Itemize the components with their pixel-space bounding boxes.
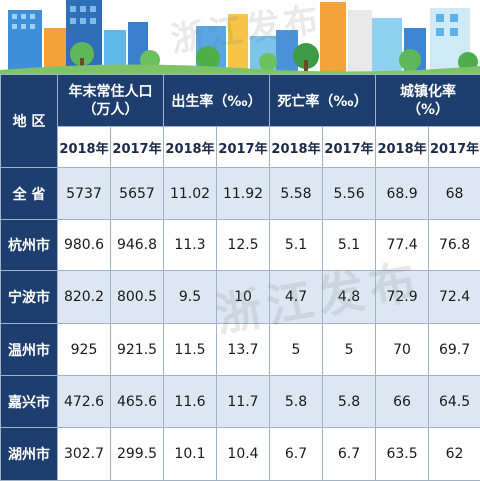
value-cell: 11.5 bbox=[164, 324, 217, 376]
year-header: 2018年 bbox=[376, 127, 429, 168]
value-cell: 69.7 bbox=[429, 324, 480, 376]
region-cell: 宁波市 bbox=[1, 271, 58, 324]
value-cell: 5 bbox=[323, 324, 376, 376]
region-cell: 湖州市 bbox=[1, 428, 58, 481]
value-cell: 12.5 bbox=[217, 220, 270, 271]
value-cell: 62 bbox=[429, 428, 480, 481]
value-cell: 10.1 bbox=[164, 428, 217, 481]
value-cell: 302.7 bbox=[58, 428, 111, 481]
value-cell: 5.8 bbox=[270, 376, 323, 428]
region-header: 地 区 bbox=[1, 75, 58, 168]
urbanization-header: 城镇化率 （%） bbox=[376, 75, 480, 127]
population-header: 年末常住人口 （万人） bbox=[58, 75, 164, 127]
value-cell: 64.5 bbox=[429, 376, 480, 428]
value-cell: 11.3 bbox=[164, 220, 217, 271]
value-cell: 5.56 bbox=[323, 168, 376, 220]
value-cell: 5.1 bbox=[323, 220, 376, 271]
value-cell: 70 bbox=[376, 324, 429, 376]
value-cell: 465.6 bbox=[111, 376, 164, 428]
value-cell: 980.6 bbox=[58, 220, 111, 271]
population-header-text: 年末常住人口 （万人） bbox=[58, 83, 163, 119]
value-cell: 5.58 bbox=[270, 168, 323, 220]
year-header: 2018年 bbox=[270, 127, 323, 168]
value-cell: 72.9 bbox=[376, 271, 429, 324]
value-cell: 6.7 bbox=[323, 428, 376, 481]
year-header: 2017年 bbox=[217, 127, 270, 168]
value-cell: 9.5 bbox=[164, 271, 217, 324]
value-cell: 5.1 bbox=[270, 220, 323, 271]
value-cell: 4.7 bbox=[270, 271, 323, 324]
header-row-years: 2018年 2017年 2018年 2017年 2018年 2017年 2018… bbox=[1, 127, 480, 168]
value-cell: 11.6 bbox=[164, 376, 217, 428]
value-cell: 63.5 bbox=[376, 428, 429, 481]
year-header: 2017年 bbox=[323, 127, 376, 168]
value-cell: 10.4 bbox=[217, 428, 270, 481]
value-cell: 4.8 bbox=[323, 271, 376, 324]
birth-rate-header: 出生率（‰） bbox=[164, 75, 270, 127]
value-cell: 5657 bbox=[111, 168, 164, 220]
population-statistics-table: 地 区 年末常住人口 （万人） 出生率（‰） 死亡率（‰） 城镇化率 （%） 2… bbox=[0, 74, 480, 481]
value-cell: 72.4 bbox=[429, 271, 480, 324]
value-cell: 66 bbox=[376, 376, 429, 428]
value-cell: 77.4 bbox=[376, 220, 429, 271]
value-cell: 921.5 bbox=[111, 324, 164, 376]
year-header: 2018年 bbox=[164, 127, 217, 168]
value-cell: 946.8 bbox=[111, 220, 164, 271]
value-cell: 76.8 bbox=[429, 220, 480, 271]
value-cell: 299.5 bbox=[111, 428, 164, 481]
region-cell: 温州市 bbox=[1, 324, 58, 376]
value-cell: 472.6 bbox=[58, 376, 111, 428]
header-row-groups: 地 区 年末常住人口 （万人） 出生率（‰） 死亡率（‰） 城镇化率 （%） bbox=[1, 75, 480, 127]
year-header: 2018年 bbox=[58, 127, 111, 168]
value-cell: 68.9 bbox=[376, 168, 429, 220]
value-cell: 820.2 bbox=[58, 271, 111, 324]
value-cell: 5.8 bbox=[323, 376, 376, 428]
year-header: 2017年 bbox=[111, 127, 164, 168]
region-cell: 杭州市 bbox=[1, 220, 58, 271]
region-cell: 嘉兴市 bbox=[1, 376, 58, 428]
region-cell: 全 省 bbox=[1, 168, 58, 220]
value-cell: 11.7 bbox=[217, 376, 270, 428]
value-cell: 11.92 bbox=[217, 168, 270, 220]
value-cell: 5 bbox=[270, 324, 323, 376]
value-cell: 5737 bbox=[58, 168, 111, 220]
value-cell: 6.7 bbox=[270, 428, 323, 481]
urbanization-header-text: 城镇化率 （%） bbox=[376, 83, 480, 119]
city-skyline-banner: 浙江发布 bbox=[0, 0, 480, 74]
value-cell: 13.7 bbox=[217, 324, 270, 376]
year-header: 2017年 bbox=[429, 127, 480, 168]
value-cell: 11.02 bbox=[164, 168, 217, 220]
value-cell: 68 bbox=[429, 168, 480, 220]
value-cell: 10 bbox=[217, 271, 270, 324]
value-cell: 925 bbox=[58, 324, 111, 376]
value-cell: 800.5 bbox=[111, 271, 164, 324]
death-rate-header: 死亡率（‰） bbox=[270, 75, 376, 127]
